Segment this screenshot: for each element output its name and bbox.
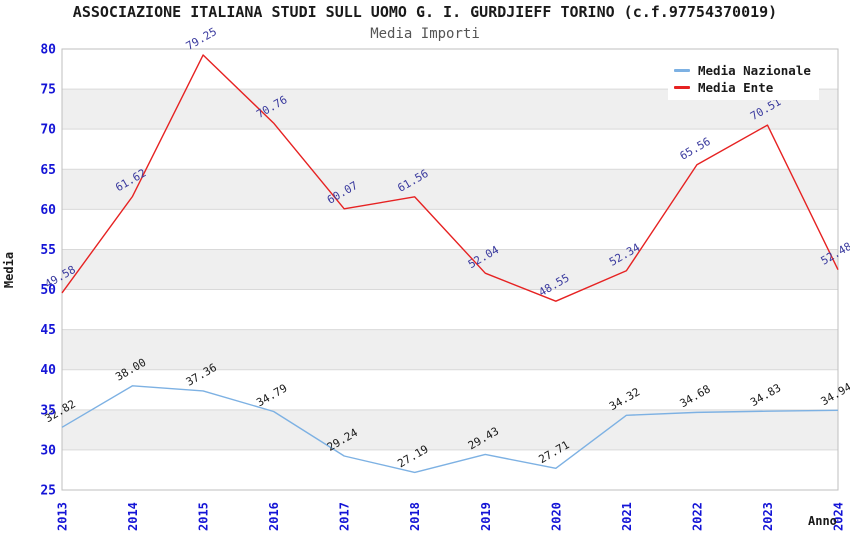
x-tick-label: 2021 [620,502,634,531]
legend-label-media-ente: Media Ente [698,80,774,95]
y-tick-label: 75 [40,83,56,98]
media-nazionale-line-swatch [674,69,690,72]
x-tick-label: 2019 [479,502,493,531]
x-tick-label: 2018 [408,502,422,531]
y-tick-label: 60 [40,203,56,218]
series-line-media-ente [61,54,839,302]
x-tick-label: 2022 [690,502,704,531]
x-tick-label: 2023 [761,502,775,531]
y-tick-label: 80 [40,43,56,58]
plot-band [62,329,838,370]
legend-item-media-ente: Media Ente [674,79,811,96]
legend-label-media-nazionale: Media Nazionale [698,63,811,78]
point-label: 34.94 [819,380,850,408]
y-tick-label: 25 [40,484,56,499]
legend: Media Nazionale Media Ente [668,58,819,100]
media-ente-line-swatch [674,86,690,89]
point-label: 34.32 [607,385,642,413]
chart-subtitle: Media Importi [370,26,480,42]
chart-title: ASSOCIAZIONE ITALIANA STUDI SULL UOMO G.… [72,3,778,21]
y-tick-label: 65 [40,163,56,178]
plot-band [62,249,838,290]
y-tick-label: 30 [40,443,56,458]
point-label: 34.68 [678,382,713,410]
point-label: 34.83 [748,381,783,409]
y-tick-label: 45 [40,323,56,338]
x-tick-label: 2014 [126,502,140,531]
x-tick-label: 2015 [197,502,211,531]
plot-band [62,169,838,210]
point-label: 34.79 [254,382,289,410]
y-tick-label: 70 [40,123,56,138]
y-tick-label: 55 [40,243,56,258]
legend-item-media-nazionale: Media Nazionale [674,62,811,79]
x-tick-label: 2024 [832,502,846,531]
x-axis-title: Anno [808,514,837,528]
x-tick-label: 2016 [267,502,281,531]
y-tick-label: 35 [40,403,56,418]
series-line-media-nazionale [61,385,839,474]
x-tick-label: 2013 [56,502,70,531]
y-axis-title: Media [2,251,16,289]
y-tick-label: 40 [40,363,56,378]
x-tick-label: 2020 [549,502,563,531]
y-tick-label: 50 [40,283,56,298]
plot-band [62,409,838,450]
x-tick-label: 2017 [338,502,352,531]
